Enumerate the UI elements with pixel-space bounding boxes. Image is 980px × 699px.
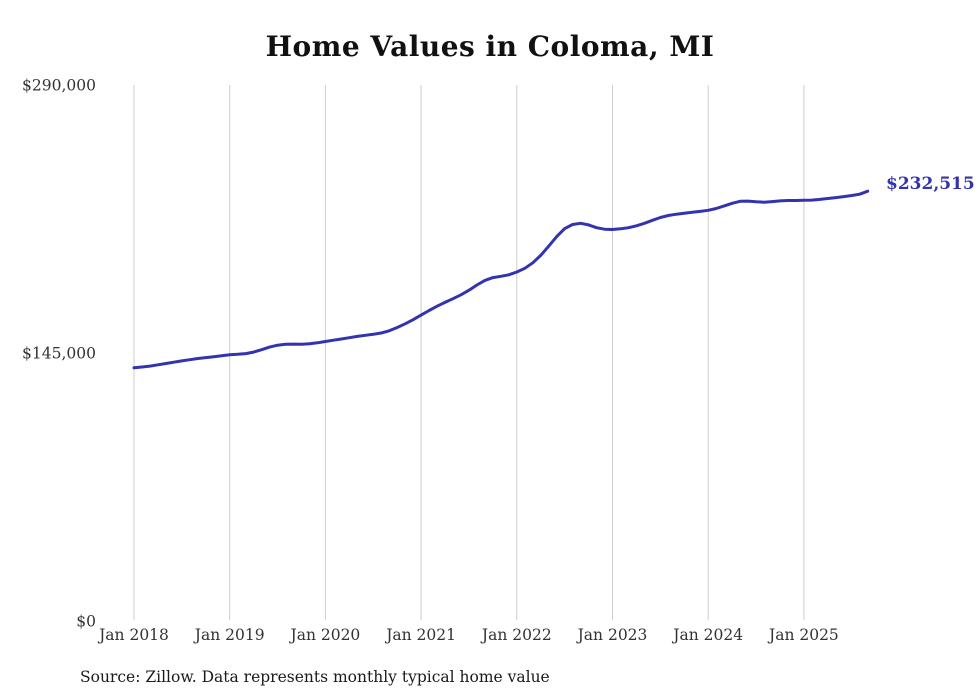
y-axis-tick-label: $145,000 <box>22 345 96 363</box>
x-axis-tick-label: Jan 2022 <box>480 626 552 644</box>
chart-title: Home Values in Coloma, MI <box>265 30 715 63</box>
x-axis-tick-label: Jan 2024 <box>671 626 743 644</box>
x-axis-tick-label: Jan 2025 <box>767 626 839 644</box>
latest-value-label: $232,515 <box>886 174 975 194</box>
x-axis-tick-label: Jan 2020 <box>288 626 360 644</box>
y-axis-tick-label: $290,000 <box>22 77 96 95</box>
x-axis-tick-label: Jan 2018 <box>97 626 169 644</box>
x-axis-tick-label: Jan 2023 <box>576 626 648 644</box>
home-value-series-line <box>132 189 870 370</box>
x-axis-tick-label: Jan 2019 <box>193 626 265 644</box>
source-note: Source: Zillow. Data represents monthly … <box>80 668 550 686</box>
y-axis-tick-label: $0 <box>76 613 96 631</box>
x-axis-tick-label: Jan 2021 <box>384 626 456 644</box>
